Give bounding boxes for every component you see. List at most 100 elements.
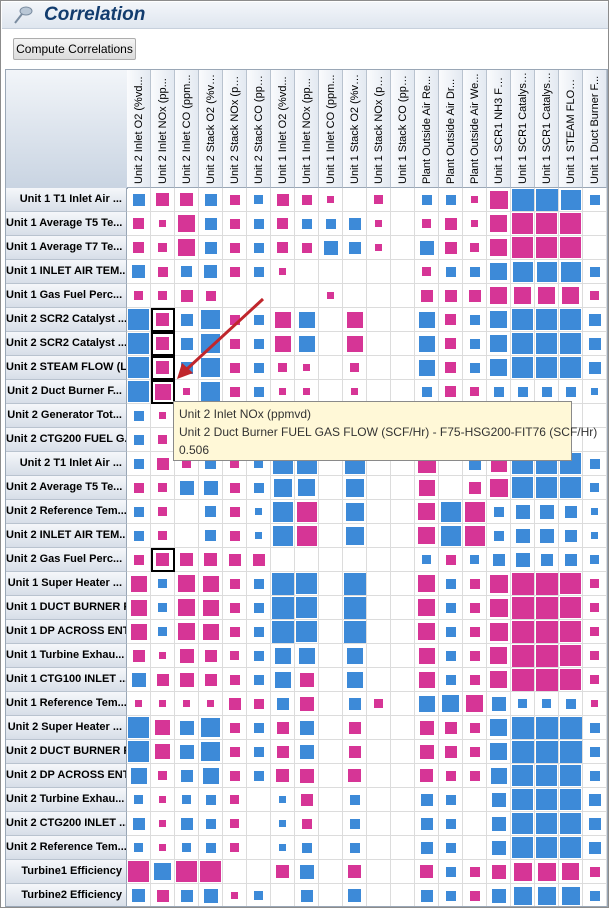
matrix-cell[interactable] [199, 860, 223, 884]
matrix-cell[interactable] [391, 332, 415, 356]
matrix-cell[interactable] [463, 260, 487, 284]
matrix-cell[interactable] [247, 572, 271, 596]
matrix-cell[interactable] [319, 764, 343, 788]
matrix-cell[interactable] [247, 812, 271, 836]
matrix-cell[interactable] [223, 524, 247, 548]
row-header[interactable]: Unit 2 Reference Tem... [6, 836, 127, 860]
matrix-cell[interactable] [127, 596, 151, 620]
matrix-cell[interactable] [511, 188, 535, 212]
matrix-cell[interactable] [343, 260, 367, 284]
matrix-cell[interactable] [511, 668, 535, 692]
matrix-cell[interactable] [223, 764, 247, 788]
matrix-cell[interactable] [295, 692, 319, 716]
matrix-cell[interactable] [487, 644, 511, 668]
matrix-cell[interactable] [199, 476, 223, 500]
matrix-cell[interactable] [583, 836, 607, 860]
matrix-cell[interactable] [535, 764, 559, 788]
row-header[interactable]: Turbine1 Efficiency [6, 860, 127, 884]
matrix-cell[interactable] [247, 716, 271, 740]
column-header[interactable]: Unit 2 Inlet O2 (%vd... [127, 70, 151, 188]
row-header[interactable]: Turbine2 Efficiency [6, 884, 127, 906]
matrix-cell[interactable] [151, 812, 175, 836]
row-header[interactable]: Unit 2 DUCT BURNER F... [6, 740, 127, 764]
matrix-cell[interactable] [415, 476, 439, 500]
matrix-cell[interactable] [391, 452, 415, 476]
matrix-cell[interactable] [487, 740, 511, 764]
matrix-cell[interactable] [247, 548, 271, 572]
matrix-cell[interactable] [199, 596, 223, 620]
matrix-cell[interactable] [319, 236, 343, 260]
matrix-cell[interactable] [367, 596, 391, 620]
matrix-cell[interactable] [391, 764, 415, 788]
matrix-cell[interactable] [247, 668, 271, 692]
matrix-cell[interactable] [151, 284, 175, 308]
matrix-cell[interactable] [583, 860, 607, 884]
matrix-cell[interactable] [415, 788, 439, 812]
matrix-cell[interactable] [199, 764, 223, 788]
matrix-cell[interactable] [583, 620, 607, 644]
matrix-cell[interactable] [223, 284, 247, 308]
matrix-cell[interactable] [319, 884, 343, 906]
matrix-cell[interactable] [343, 188, 367, 212]
matrix-cell[interactable] [559, 644, 583, 668]
matrix-cell[interactable] [223, 476, 247, 500]
matrix-cell[interactable] [463, 884, 487, 906]
matrix-cell[interactable] [511, 212, 535, 236]
matrix-cell[interactable] [367, 644, 391, 668]
matrix-cell[interactable] [367, 332, 391, 356]
row-header[interactable]: Unit 2 Average T5 Te... [6, 476, 127, 500]
matrix-cell[interactable] [127, 356, 151, 380]
matrix-cell[interactable] [271, 332, 295, 356]
matrix-cell[interactable] [463, 788, 487, 812]
matrix-cell[interactable] [439, 212, 463, 236]
matrix-cell[interactable] [559, 212, 583, 236]
matrix-cell[interactable] [343, 644, 367, 668]
column-header[interactable]: Unit 2 Inlet NOx (pp... [151, 70, 175, 188]
matrix-cell[interactable] [583, 260, 607, 284]
matrix-cell[interactable] [415, 332, 439, 356]
matrix-cell[interactable] [199, 284, 223, 308]
matrix-cell[interactable] [223, 212, 247, 236]
matrix-cell[interactable] [175, 524, 199, 548]
matrix-cell[interactable] [583, 548, 607, 572]
matrix-cell[interactable] [343, 860, 367, 884]
matrix-cell[interactable] [559, 188, 583, 212]
matrix-cell[interactable] [511, 500, 535, 524]
matrix-cell[interactable] [439, 260, 463, 284]
matrix-cell[interactable] [151, 524, 175, 548]
matrix-cell[interactable] [559, 500, 583, 524]
matrix-cell[interactable] [151, 332, 175, 356]
matrix-cell[interactable] [559, 284, 583, 308]
matrix-cell[interactable] [463, 332, 487, 356]
matrix-cell[interactable] [175, 212, 199, 236]
matrix-cell[interactable] [511, 644, 535, 668]
matrix-cell[interactable] [223, 812, 247, 836]
matrix-cell[interactable] [391, 188, 415, 212]
matrix-cell[interactable] [151, 572, 175, 596]
matrix-cell[interactable] [271, 788, 295, 812]
matrix-cell[interactable] [223, 188, 247, 212]
matrix-cell[interactable] [367, 212, 391, 236]
matrix-cell[interactable] [127, 572, 151, 596]
column-header[interactable]: Unit 1 SCR1 Catalyst... [511, 70, 535, 188]
column-header[interactable]: Plant Outside Air We... [463, 70, 487, 188]
matrix-cell[interactable] [559, 716, 583, 740]
matrix-cell[interactable] [439, 548, 463, 572]
matrix-cell[interactable] [367, 260, 391, 284]
matrix-cell[interactable] [175, 356, 199, 380]
matrix-cell[interactable] [391, 788, 415, 812]
matrix-cell[interactable] [343, 596, 367, 620]
matrix-cell[interactable] [463, 620, 487, 644]
matrix-cell[interactable] [583, 788, 607, 812]
matrix-cell[interactable] [391, 572, 415, 596]
matrix-cell[interactable] [127, 380, 151, 404]
matrix-cell[interactable] [415, 356, 439, 380]
matrix-cell[interactable] [367, 308, 391, 332]
matrix-cell[interactable] [295, 308, 319, 332]
matrix-cell[interactable] [391, 476, 415, 500]
matrix-cell[interactable] [511, 764, 535, 788]
matrix-cell[interactable] [535, 500, 559, 524]
matrix-cell[interactable] [319, 860, 343, 884]
column-header[interactable]: Unit 1 Stack CO (ppm... [391, 70, 415, 188]
matrix-cell[interactable] [439, 812, 463, 836]
